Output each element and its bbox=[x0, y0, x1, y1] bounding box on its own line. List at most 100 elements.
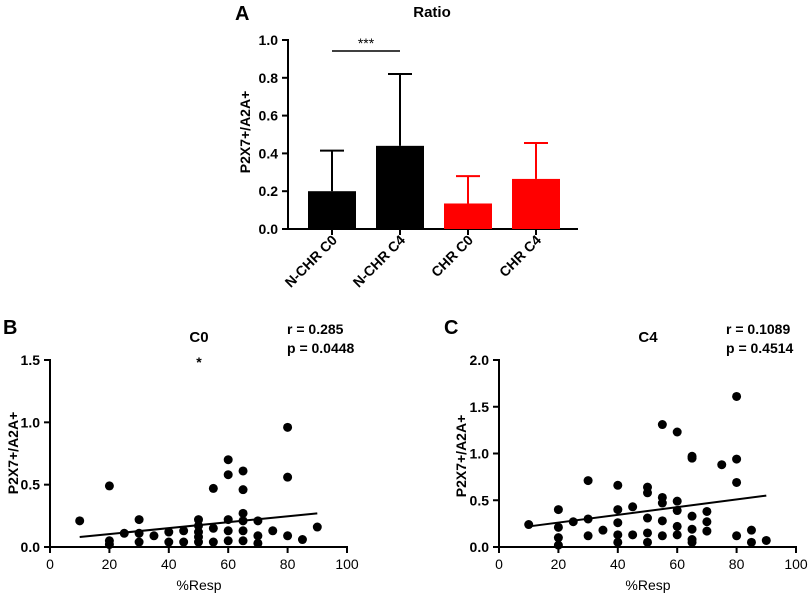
data-point bbox=[238, 526, 248, 536]
panel-b-x-tick-label: 80 bbox=[280, 556, 296, 572]
panel-a-x-tick-label: N-CHR C0 bbox=[282, 232, 341, 291]
panel-c-y-tick-label: 0.0 bbox=[470, 539, 490, 555]
panel-c-y-tick-label: 2.0 bbox=[470, 352, 490, 368]
data-point bbox=[732, 454, 742, 464]
regression-line bbox=[79, 512, 318, 539]
panel-b-y-tick-label: 0.0 bbox=[21, 539, 41, 555]
data-point bbox=[583, 531, 593, 541]
data-point bbox=[283, 422, 293, 432]
panel-b-p-value: p = 0.0448 bbox=[287, 340, 355, 356]
data-point bbox=[657, 498, 667, 508]
data-point bbox=[687, 537, 697, 547]
data-point bbox=[687, 524, 697, 534]
data-point bbox=[657, 516, 667, 526]
panel-b-x-tick-label: 60 bbox=[220, 556, 236, 572]
panel-b-x-tick-label: 0 bbox=[46, 556, 54, 572]
data-point bbox=[613, 518, 623, 528]
data-point bbox=[553, 522, 563, 532]
data-point bbox=[687, 511, 697, 521]
data-point bbox=[208, 483, 218, 493]
data-point bbox=[732, 531, 742, 541]
panel-a-y-tick-label: 0.0 bbox=[259, 221, 279, 237]
data-point bbox=[553, 505, 563, 515]
data-point bbox=[553, 533, 563, 543]
data-point bbox=[598, 525, 608, 535]
panel-c-p-value: p = 0.4514 bbox=[726, 340, 794, 356]
data-point bbox=[746, 525, 756, 535]
panel-a-y-tick-label: 0.2 bbox=[259, 183, 279, 199]
data-point bbox=[75, 516, 85, 526]
panel-b-label: B bbox=[3, 317, 17, 339]
panel-a: A Ratio P2X7+/A2A+ 0.0 0.2 0.4 0.6 0.8 1.0 N-C… bbox=[235, 3, 578, 290]
panel-a-x-tick-label: CHR C4 bbox=[496, 232, 544, 280]
data-point bbox=[164, 527, 174, 537]
data-point bbox=[208, 537, 218, 547]
data-point bbox=[524, 520, 534, 530]
panel-c-y-tick-label: 0.5 bbox=[470, 492, 490, 508]
data-point bbox=[164, 537, 174, 547]
panel-c: C C4 r = 0.1089 p = 0.4514 P2X7+/A2A+ %R… bbox=[444, 317, 808, 593]
panel-b-plot: 0.0 0.5 1.0 1.5 0 20 40 60 80 100 bbox=[21, 352, 359, 572]
panel-b-significance: * bbox=[196, 354, 202, 370]
panel-c-x-tick-label: 0 bbox=[495, 556, 503, 572]
data-point bbox=[657, 420, 667, 430]
data-point bbox=[672, 521, 682, 531]
panel-c-x-label: %Resp bbox=[625, 577, 670, 593]
panel-c-x-tick-label: 40 bbox=[610, 556, 626, 572]
panel-b-y-label: P2X7+/A2A+ bbox=[5, 412, 21, 495]
panel-c-x-tick-label: 80 bbox=[729, 556, 745, 572]
panel-a-y-tick-label: 1.0 bbox=[259, 32, 279, 48]
panel-b-x-tick-label: 20 bbox=[102, 556, 118, 572]
data-point bbox=[717, 460, 727, 470]
data-point bbox=[134, 515, 144, 525]
panel-a-plot: 0.0 0.2 0.4 0.6 0.8 1.0 N-CHR C0 N-CHR C4 CHR C0… bbox=[259, 32, 578, 290]
bar bbox=[308, 191, 356, 229]
data-point bbox=[283, 531, 293, 541]
data-point bbox=[104, 540, 114, 550]
data-point bbox=[613, 537, 623, 547]
data-point bbox=[583, 476, 593, 486]
data-point bbox=[312, 522, 322, 532]
data-point bbox=[253, 538, 263, 548]
panel-b-x-label: %Resp bbox=[176, 577, 221, 593]
data-point bbox=[238, 466, 248, 476]
significance-stars: *** bbox=[358, 35, 375, 51]
data-point bbox=[613, 530, 623, 540]
data-point bbox=[149, 531, 159, 541]
panel-b-x-tick-label: 40 bbox=[161, 556, 177, 572]
data-point bbox=[732, 477, 742, 487]
data-point bbox=[134, 537, 144, 547]
data-point bbox=[238, 485, 248, 495]
panel-b-x-tick-label: 100 bbox=[335, 556, 359, 572]
data-point bbox=[643, 528, 652, 538]
data-point bbox=[746, 537, 756, 547]
panel-c-r-value: r = 0.1089 bbox=[726, 321, 790, 337]
data-point bbox=[702, 526, 712, 536]
data-point bbox=[223, 455, 233, 465]
data-point bbox=[643, 488, 652, 498]
data-point bbox=[253, 531, 263, 541]
data-point bbox=[643, 513, 652, 523]
data-point bbox=[238, 536, 248, 546]
panel-c-title: C4 bbox=[638, 329, 658, 346]
data-point bbox=[702, 506, 712, 516]
data-point bbox=[253, 516, 263, 526]
data-point bbox=[194, 515, 203, 525]
regression-line bbox=[528, 494, 767, 528]
panel-c-x-tick-label: 100 bbox=[784, 556, 808, 572]
data-point bbox=[613, 505, 623, 515]
panel-c-plot: 0.0 0.5 1.0 1.5 2.0 0 20 40 60 80 100 bbox=[470, 352, 808, 572]
data-point bbox=[613, 480, 623, 490]
bar bbox=[376, 145, 424, 229]
panel-a-y-tick-label: 0.8 bbox=[259, 70, 279, 86]
data-point bbox=[194, 537, 203, 547]
data-point bbox=[297, 535, 307, 545]
panel-a-y-label: P2X7+/A2A+ bbox=[237, 91, 253, 174]
data-point bbox=[672, 530, 682, 540]
panel-c-x-tick-label: 20 bbox=[551, 556, 567, 572]
data-point bbox=[223, 470, 233, 480]
data-point bbox=[672, 496, 682, 506]
data-point bbox=[672, 427, 682, 437]
panel-a-label: A bbox=[235, 3, 249, 25]
